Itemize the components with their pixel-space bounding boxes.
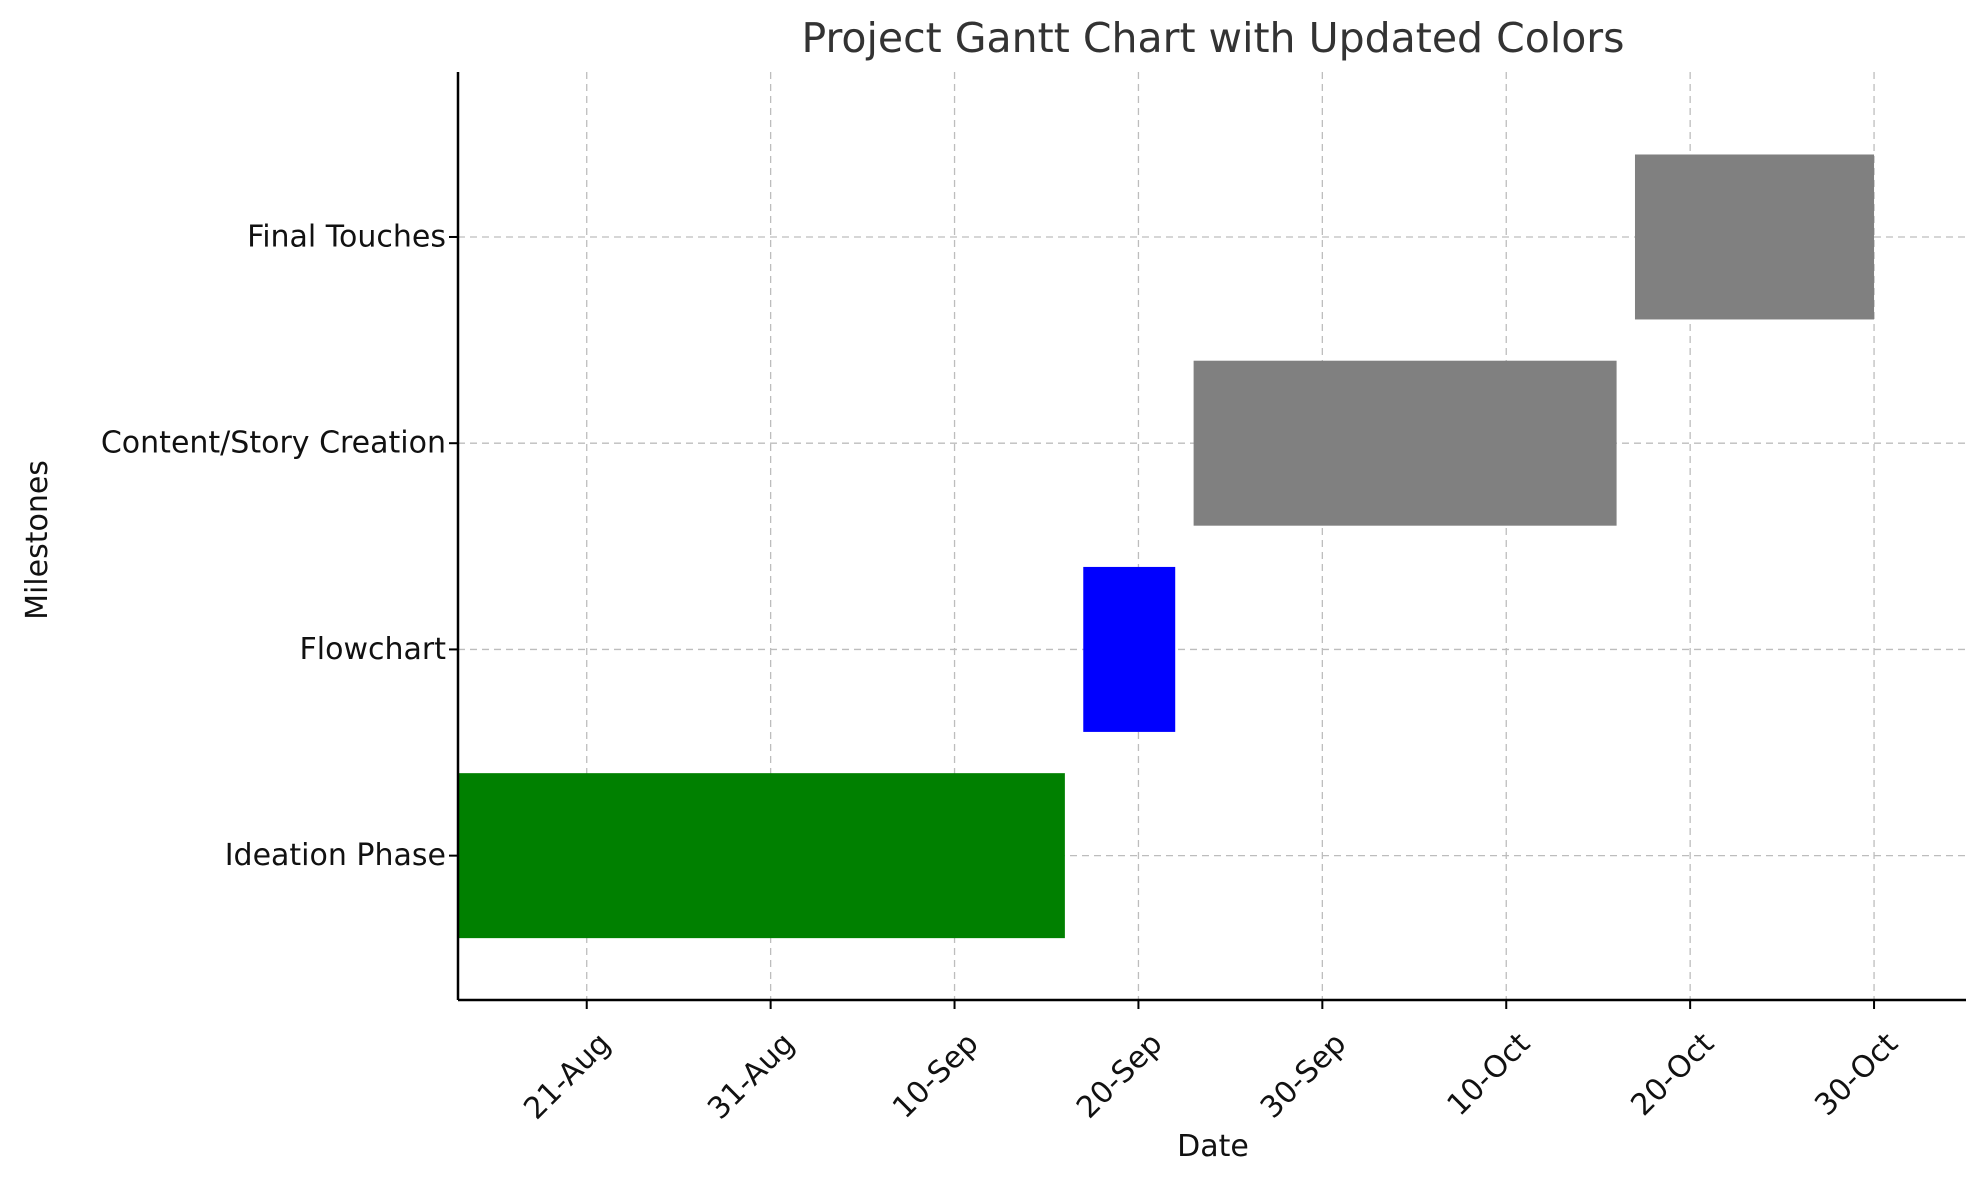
x-tick-label: 30-Sep xyxy=(1254,1026,1353,1125)
task-bar xyxy=(458,773,1065,939)
x-tick-label: 10-Oct xyxy=(1440,1026,1537,1123)
y-axis-label: Milestones xyxy=(20,460,55,620)
x-tick-label: 10-Sep xyxy=(886,1026,985,1125)
y-tick-label: Content/Story Creation xyxy=(101,426,446,461)
y-tick-label: Flowchart xyxy=(300,632,447,667)
y-tick-label: Final Touches xyxy=(247,219,446,254)
axes-layer xyxy=(456,72,1966,1002)
x-tick-label: 20-Oct xyxy=(1624,1026,1721,1123)
chart-title: Project Gantt Chart with Updated Colors xyxy=(801,14,1624,62)
x-tick-label: 21-Aug xyxy=(517,1026,617,1126)
y-tick-label: Ideation Phase xyxy=(225,838,446,873)
task-bar xyxy=(1634,154,1875,320)
x-tick-label: 31-Aug xyxy=(701,1026,801,1126)
ticks-layer: 21-Aug 31-Aug 10-Sep 20-Sep 30-Sep 10-Oct 20-O… xyxy=(101,219,1905,1126)
x-axis-label: Date xyxy=(1177,1129,1249,1164)
task-bar xyxy=(1083,566,1176,732)
bars-layer xyxy=(458,154,1875,939)
x-tick-label: 20-Sep xyxy=(1070,1026,1169,1125)
task-bar xyxy=(1193,360,1617,526)
x-tick-label: 30-Oct xyxy=(1808,1026,1905,1123)
